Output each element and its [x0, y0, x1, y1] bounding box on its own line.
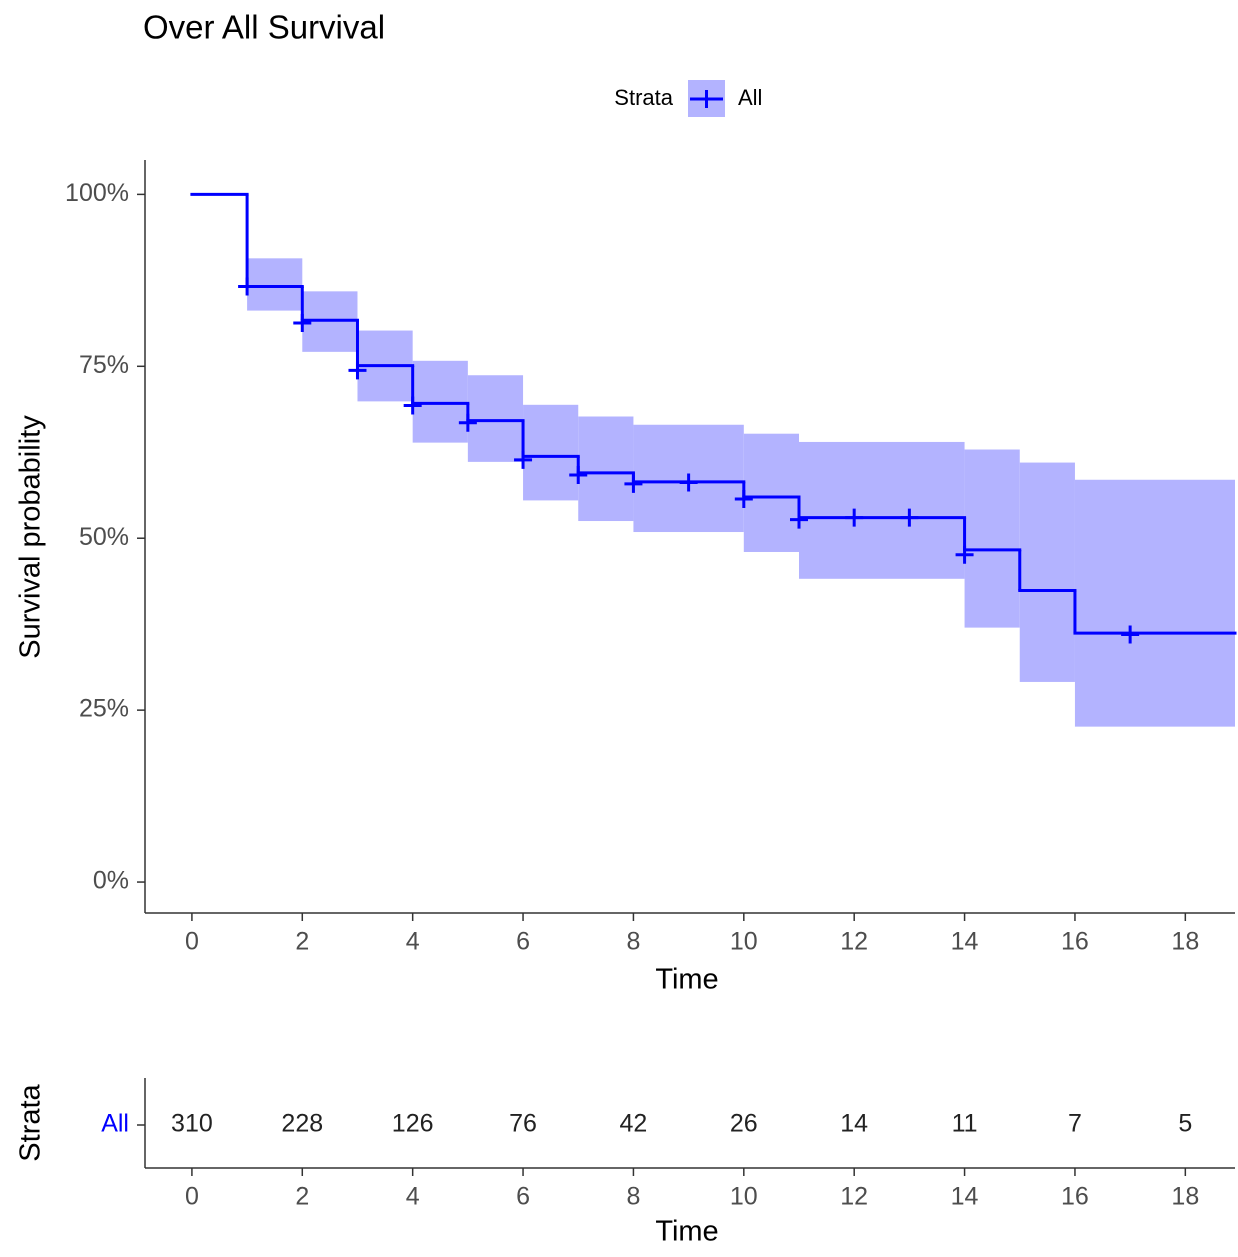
row-label: All [101, 1110, 129, 1138]
confidence-band [412, 360, 468, 443]
censor-mark [293, 313, 312, 332]
x-tick-label: 18 [1171, 928, 1199, 956]
risk-count: 228 [281, 1110, 323, 1138]
table-y-axis-title: Strata [15, 1083, 47, 1161]
risk-count: 26 [730, 1110, 758, 1138]
x-tick-label: 8 [626, 1183, 640, 1211]
risk-count: 76 [509, 1110, 537, 1138]
y-axis-title: Survival probability [15, 415, 47, 659]
y-tick-label: 75% [79, 351, 129, 379]
confidence-band [467, 375, 524, 462]
censor-mark [679, 473, 698, 492]
risk-count: 14 [840, 1110, 868, 1138]
x-tick-label: 2 [295, 1183, 309, 1211]
x-tick-label: 18 [1171, 1183, 1199, 1211]
censor-mark [1121, 625, 1140, 644]
x-tick-label: 12 [840, 928, 868, 956]
confidence-band [799, 441, 965, 579]
legend-title: Strata [614, 85, 673, 110]
risk-count: 5 [1178, 1110, 1192, 1138]
x-tick-label: 10 [730, 928, 758, 956]
confidence-band [1074, 479, 1235, 727]
confidence-band [743, 433, 799, 552]
confidence-band [964, 449, 1020, 628]
risk-count: 126 [392, 1110, 434, 1138]
censor-mark [403, 396, 422, 415]
y-tick-label: 100% [65, 179, 129, 207]
x-tick-label: 4 [406, 1183, 420, 1211]
y-tick-label: 25% [79, 695, 129, 723]
legend-symbol [690, 90, 723, 108]
censor-mark [624, 474, 643, 493]
confidence-band [523, 404, 579, 501]
censor-mark [514, 450, 533, 469]
censor-mark [900, 508, 919, 527]
confidence-band [1019, 462, 1075, 682]
x-tick-label: 0 [185, 1183, 199, 1211]
risk-count: 7 [1068, 1110, 1082, 1138]
legend-label: All [738, 85, 762, 110]
x-tick-label: 6 [516, 1183, 530, 1211]
x-tick-label: 2 [295, 928, 309, 956]
censor-mark [238, 277, 257, 296]
x-tick-label: 14 [951, 1183, 979, 1211]
risk-count: 310 [171, 1110, 213, 1138]
x-tick-label: 10 [730, 1183, 758, 1211]
x-tick-label: 16 [1061, 928, 1089, 956]
x-axis-title: Time [655, 964, 718, 996]
x-tick-label: 6 [516, 928, 530, 956]
censor-mark [790, 510, 808, 529]
x-tick-label: 4 [406, 928, 420, 956]
censor-mark [569, 465, 588, 484]
y-tick-label: 50% [79, 523, 129, 551]
risk-count: 42 [620, 1110, 648, 1138]
censor-mark [348, 361, 367, 380]
table-x-axis-title: Time [655, 1216, 718, 1248]
censor-mark [734, 490, 753, 509]
x-tick-label: 14 [951, 928, 979, 956]
confidence-band [578, 416, 634, 522]
risk-count: 11 [952, 1110, 978, 1138]
y-tick-label: 0% [93, 867, 129, 895]
x-tick-label: 12 [840, 1183, 868, 1211]
confidence-band [247, 258, 303, 311]
censor-mark [845, 508, 864, 527]
censor-mark [955, 545, 974, 564]
x-tick-label: 16 [1061, 1183, 1089, 1211]
x-tick-label: 8 [626, 928, 640, 956]
censor-mark [458, 413, 477, 432]
chart-title: Over All Survival [143, 9, 385, 46]
x-tick-label: 0 [185, 928, 199, 956]
